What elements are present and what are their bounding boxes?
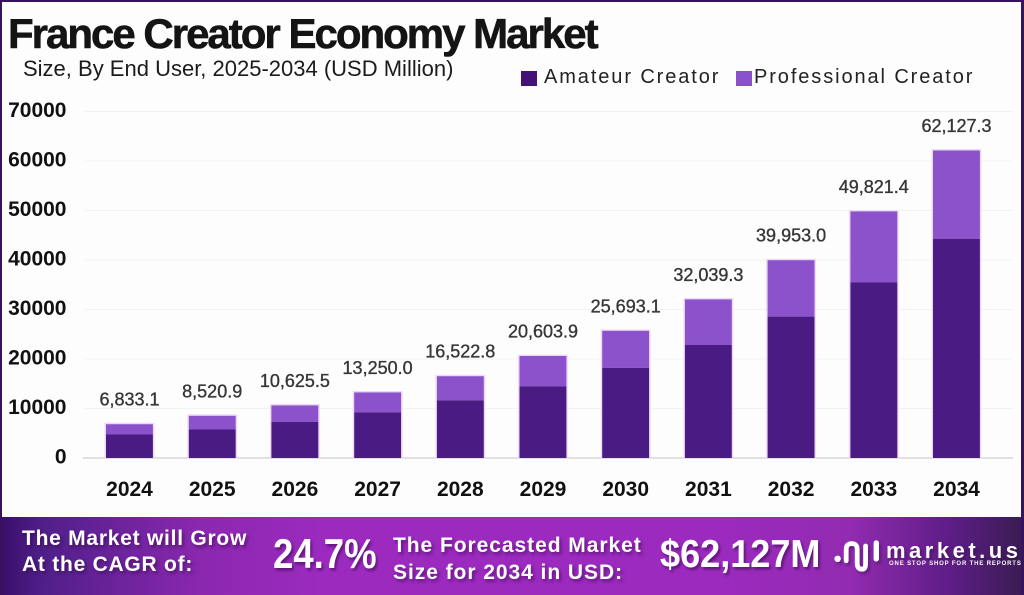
svg-text:39,953.0: 39,953.0 [756, 226, 826, 246]
svg-text:62,127.3: 62,127.3 [921, 116, 991, 136]
svg-text:20,603.9: 20,603.9 [508, 322, 578, 342]
svg-text:32,039.3: 32,039.3 [673, 265, 743, 285]
svg-text:2034: 2034 [933, 478, 980, 501]
svg-text:49,821.4: 49,821.4 [839, 177, 909, 197]
svg-text:8,520.9: 8,520.9 [182, 381, 242, 401]
svg-text:2032: 2032 [768, 478, 815, 501]
svg-text:10000: 10000 [8, 396, 66, 419]
svg-text:13,250.0: 13,250.0 [343, 358, 413, 378]
svg-text:60000: 60000 [8, 149, 66, 172]
svg-text:0: 0 [55, 446, 67, 469]
svg-text:20000: 20000 [8, 347, 66, 370]
svg-text:2029: 2029 [520, 478, 567, 501]
svg-text:2027: 2027 [354, 478, 401, 501]
svg-text:2030: 2030 [602, 478, 649, 501]
svg-text:2025: 2025 [189, 478, 236, 501]
svg-text:50000: 50000 [8, 198, 66, 221]
svg-text:6,833.1: 6,833.1 [99, 390, 159, 410]
svg-text:2031: 2031 [685, 478, 732, 501]
svg-text:70000: 70000 [8, 99, 66, 122]
svg-text:2033: 2033 [850, 478, 897, 501]
svg-text:40000: 40000 [8, 248, 66, 271]
svg-text:10,625.5: 10,625.5 [260, 371, 330, 391]
svg-text:2026: 2026 [272, 478, 319, 501]
svg-text:2024: 2024 [106, 478, 153, 501]
svg-text:16,522.8: 16,522.8 [425, 342, 495, 362]
svg-text:2028: 2028 [437, 478, 484, 501]
svg-text:25,693.1: 25,693.1 [591, 296, 661, 316]
svg-text:30000: 30000 [8, 297, 66, 320]
